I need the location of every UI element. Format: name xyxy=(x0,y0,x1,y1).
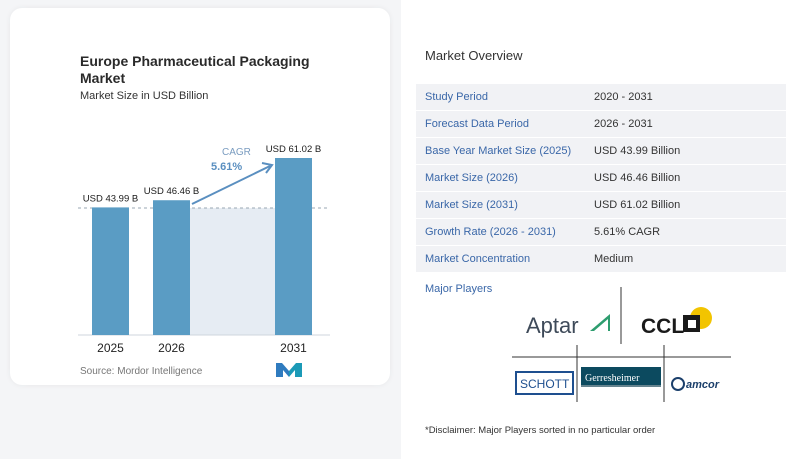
cagr-label: CAGR xyxy=(222,147,251,158)
source-note: Source: Mordor Intelligence xyxy=(80,366,203,377)
bar-value-label: USD 43.99 B xyxy=(83,193,138,204)
row-key: Growth Rate (2026 - 2031) xyxy=(425,226,556,238)
overview-row-size-2026: Market Size (2026) USD 46.46 Billion xyxy=(416,165,786,192)
overview-row-base-year: Base Year Market Size (2025) USD 43.99 B… xyxy=(416,138,786,165)
chart-title: Europe Pharmaceutical Packaging Market xyxy=(80,53,310,86)
row-value: 2026 - 2031 xyxy=(594,118,653,130)
bar-2025 xyxy=(92,207,129,335)
chart-subtitle: Market Size in USD Billion xyxy=(80,90,209,102)
row-key: Market Size (2031) xyxy=(425,199,518,211)
bar-value-label: USD 46.46 B xyxy=(144,186,199,197)
x-tick-label: 2025 xyxy=(97,341,124,355)
row-value: USD 61.02 Billion xyxy=(594,199,681,211)
row-key: Market Size (2026) xyxy=(425,172,518,184)
row-value: 2020 - 2031 xyxy=(594,91,653,103)
major-players-label: Major Players xyxy=(425,283,493,295)
disclaimer: *Disclaimer: Major Players sorted in no … xyxy=(425,425,656,436)
mordor-logo-icon xyxy=(276,363,302,377)
overview-row-forecast-period: Forecast Data Period 2026 - 2031 xyxy=(416,111,786,138)
bar-2026 xyxy=(153,200,190,335)
cagr-arrow-line xyxy=(191,165,271,205)
x-tick-label: 2026 xyxy=(158,341,185,355)
row-key: Base Year Market Size (2025) xyxy=(425,145,572,157)
overview-title: Market Overview xyxy=(425,48,523,63)
row-key: Market Concentration xyxy=(425,253,531,265)
overview-row-growth-rate: Growth Rate (2026 - 2031) 5.61% CAGR xyxy=(416,219,786,246)
overview-row-size-2031: Market Size (2031) USD 61.02 Billion xyxy=(416,192,786,219)
row-key: Forecast Data Period xyxy=(425,118,529,130)
row-value: 5.61% CAGR xyxy=(594,226,661,238)
row-value: USD 43.99 Billion xyxy=(594,145,681,157)
bar-2031 xyxy=(275,158,312,335)
cagr-value: 5.61% xyxy=(211,161,242,173)
cagr-arrow-head xyxy=(261,162,274,174)
forecast-shade xyxy=(190,208,276,335)
bar-chart: USD 43.99 B USD 46.46 B USD 61.02 B 2025 20… xyxy=(78,144,330,355)
row-value: USD 46.46 Billion xyxy=(594,172,681,184)
overview-row-concentration: Market Concentration Medium xyxy=(416,246,786,273)
x-tick-label: 2031 xyxy=(280,341,307,355)
bar-value-label: USD 61.02 B xyxy=(266,144,321,155)
overview-row-study-period: Study Period 2020 - 2031 xyxy=(416,84,786,111)
row-value: Medium xyxy=(594,253,634,265)
row-key: Study Period xyxy=(425,91,488,103)
